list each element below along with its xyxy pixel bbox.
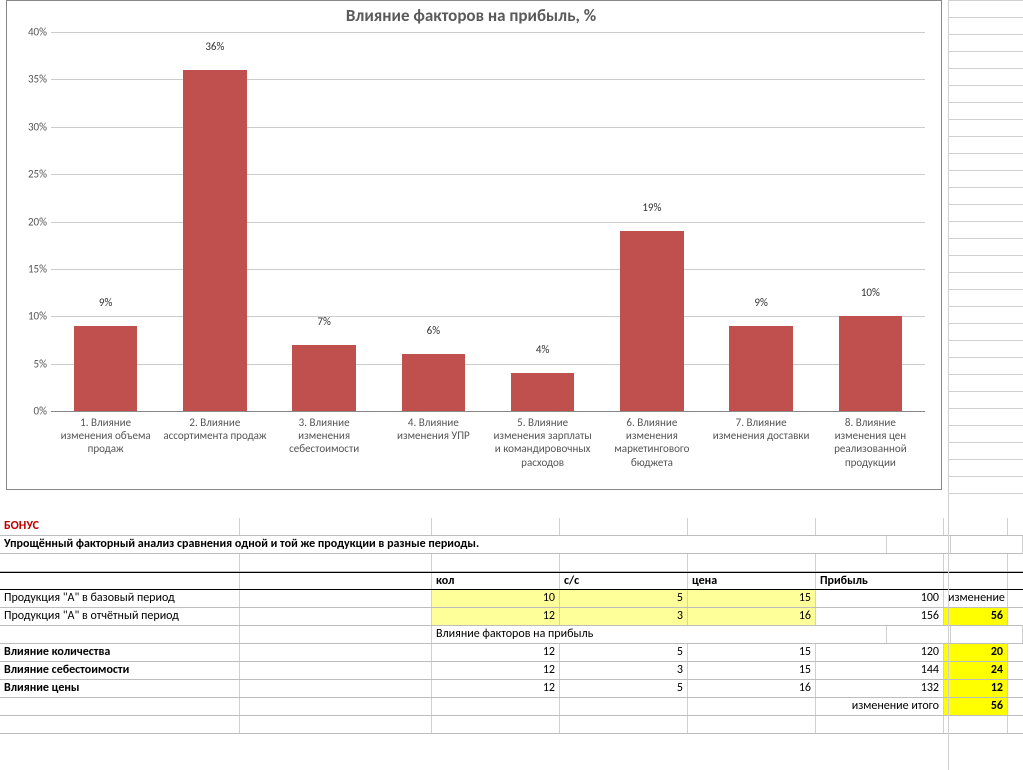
- base-qty[interactable]: 10: [432, 590, 560, 607]
- bar: [183, 70, 246, 411]
- spreadsheet: БОНУС Упрощённый факторный анализ сравне…: [0, 518, 1023, 734]
- row-factors-header: Влияние факторов на прибыль: [0, 626, 1023, 644]
- bar: [839, 316, 902, 411]
- bar: [511, 373, 574, 411]
- bar: [292, 345, 355, 411]
- y-tick: 5%: [34, 357, 47, 370]
- bar-value-label: 9%: [99, 296, 112, 311]
- bar-slot: 6%: [379, 32, 488, 411]
- hdr-price: цена: [688, 573, 816, 589]
- bar-value-label: 19%: [642, 201, 661, 216]
- row-trailing: [0, 716, 1023, 734]
- base-profit: 100: [816, 590, 944, 607]
- x-category-label: 6. Влияние изменения маркетингового бюдж…: [597, 412, 706, 469]
- bar: [729, 326, 792, 411]
- bar: [620, 231, 683, 411]
- bonus-label: БОНУС: [0, 518, 240, 535]
- bar-slot: 9%: [707, 32, 816, 411]
- subtitle: Упрощённый факторный анализ сравнения од…: [0, 536, 887, 553]
- fc-qty: 12: [432, 662, 560, 679]
- fc-profit: 144: [816, 662, 944, 679]
- chart-plot: 0%5%10%15%20%25%30%35%40% 9%36%7%6%4%19%…: [51, 32, 925, 412]
- row-base-period: Продукция "А" в базовый период 10 5 15 1…: [0, 590, 1023, 608]
- fp-cost: 5: [560, 680, 688, 697]
- y-tick: 0%: [34, 405, 47, 418]
- y-tick: 35%: [28, 73, 47, 86]
- x-category-label: 3. Влияние изменения себестоимости: [270, 412, 379, 469]
- fp-qty: 12: [432, 680, 560, 697]
- y-tick: 30%: [28, 120, 47, 133]
- chart-y-axis: 0%5%10%15%20%25%30%35%40%: [11, 32, 49, 411]
- fq-label: Влияние количества: [0, 644, 240, 661]
- x-category-label: 2. Влияние ассортимента продаж: [160, 412, 269, 469]
- fc-label: Влияние себестоимости: [0, 662, 240, 679]
- row-report-period: Продукция "А" в отчётный период 12 3 16 …: [0, 608, 1023, 626]
- hdr-cost: с/с: [560, 573, 688, 589]
- y-tick: 20%: [28, 215, 47, 228]
- fp-profit: 132: [816, 680, 944, 697]
- y-tick: 15%: [28, 262, 47, 275]
- fc-price: 15: [688, 662, 816, 679]
- report-price[interactable]: 16: [688, 608, 816, 625]
- row-factor-qty: Влияние количества 12 5 15 120 20: [0, 644, 1023, 662]
- fp-price: 16: [688, 680, 816, 697]
- bar-slot: 9%: [51, 32, 160, 411]
- row-bonus: БОНУС: [0, 518, 1023, 536]
- x-category-label: 5. Влияние изменения зарплаты и командир…: [488, 412, 597, 469]
- row-factor-cost: Влияние себестоимости 12 3 15 144 24: [0, 662, 1023, 680]
- bar-slot: 10%: [816, 32, 925, 411]
- bar-value-label: 36%: [205, 40, 224, 55]
- y-tick: 25%: [28, 168, 47, 181]
- bar-value-label: 4%: [536, 343, 549, 358]
- fq-qty: 12: [432, 644, 560, 661]
- y-tick: 40%: [28, 26, 47, 39]
- factors-header: Влияние факторов на прибыль: [432, 626, 887, 643]
- fq-profit: 120: [816, 644, 944, 661]
- chart-title: Влияние факторов на прибыль, %: [11, 5, 931, 26]
- base-price[interactable]: 15: [688, 590, 816, 607]
- fc-cost: 3: [560, 662, 688, 679]
- y-tick: 10%: [28, 310, 47, 323]
- row-blank: [0, 554, 1023, 572]
- bar-value-label: 7%: [317, 315, 330, 330]
- base-label: Продукция "А" в базовый период: [0, 590, 240, 607]
- bar: [74, 326, 137, 411]
- fq-price: 15: [688, 644, 816, 661]
- fp-label: Влияние цены: [0, 680, 240, 697]
- bar-value-label: 9%: [754, 296, 767, 311]
- background-grid: [948, 0, 1023, 770]
- bar-slot: 7%: [270, 32, 379, 411]
- bar-slot: 36%: [160, 32, 269, 411]
- report-label: Продукция "А" в отчётный период: [0, 608, 240, 625]
- row-factor-price: Влияние цены 12 5 16 132 12: [0, 680, 1023, 698]
- x-category-label: 4. Влияние изменения УПР: [379, 412, 488, 469]
- x-category-label: 1. Влияние изменения объема продаж: [51, 412, 160, 469]
- row-total: изменение итого 56: [0, 698, 1023, 716]
- x-category-label: 8. Влияние изменения цен реализованной п…: [816, 412, 925, 469]
- chart-x-labels: 1. Влияние изменения объема продаж2. Вли…: [51, 412, 925, 469]
- bar-value-label: 10%: [861, 286, 880, 301]
- row-subtitle: Упрощённый факторный анализ сравнения од…: [0, 536, 1023, 554]
- report-profit: 156: [816, 608, 944, 625]
- total-label: изменение итого: [816, 698, 944, 715]
- bar: [402, 354, 465, 411]
- report-qty[interactable]: 12: [432, 608, 560, 625]
- report-cost[interactable]: 3: [560, 608, 688, 625]
- chart-frame: Влияние факторов на прибыль, % 0% 5% 10% 15…: [6, 0, 942, 490]
- base-cost[interactable]: 5: [560, 590, 688, 607]
- fq-cost: 5: [560, 644, 688, 661]
- hdr-profit: Прибыль: [816, 573, 944, 589]
- row-headers: кол с/с цена Прибыль: [0, 572, 1023, 590]
- hdr-qty: кол: [432, 573, 560, 589]
- chart-bars: 9% 36% 7% 6% 4% 19% 9% 10%: [51, 32, 925, 411]
- bar-slot: 4%: [488, 32, 597, 411]
- bar-slot: 19%: [597, 32, 706, 411]
- x-category-label: 7. Влияние изменения доставки: [707, 412, 816, 469]
- bar-value-label: 6%: [427, 324, 440, 339]
